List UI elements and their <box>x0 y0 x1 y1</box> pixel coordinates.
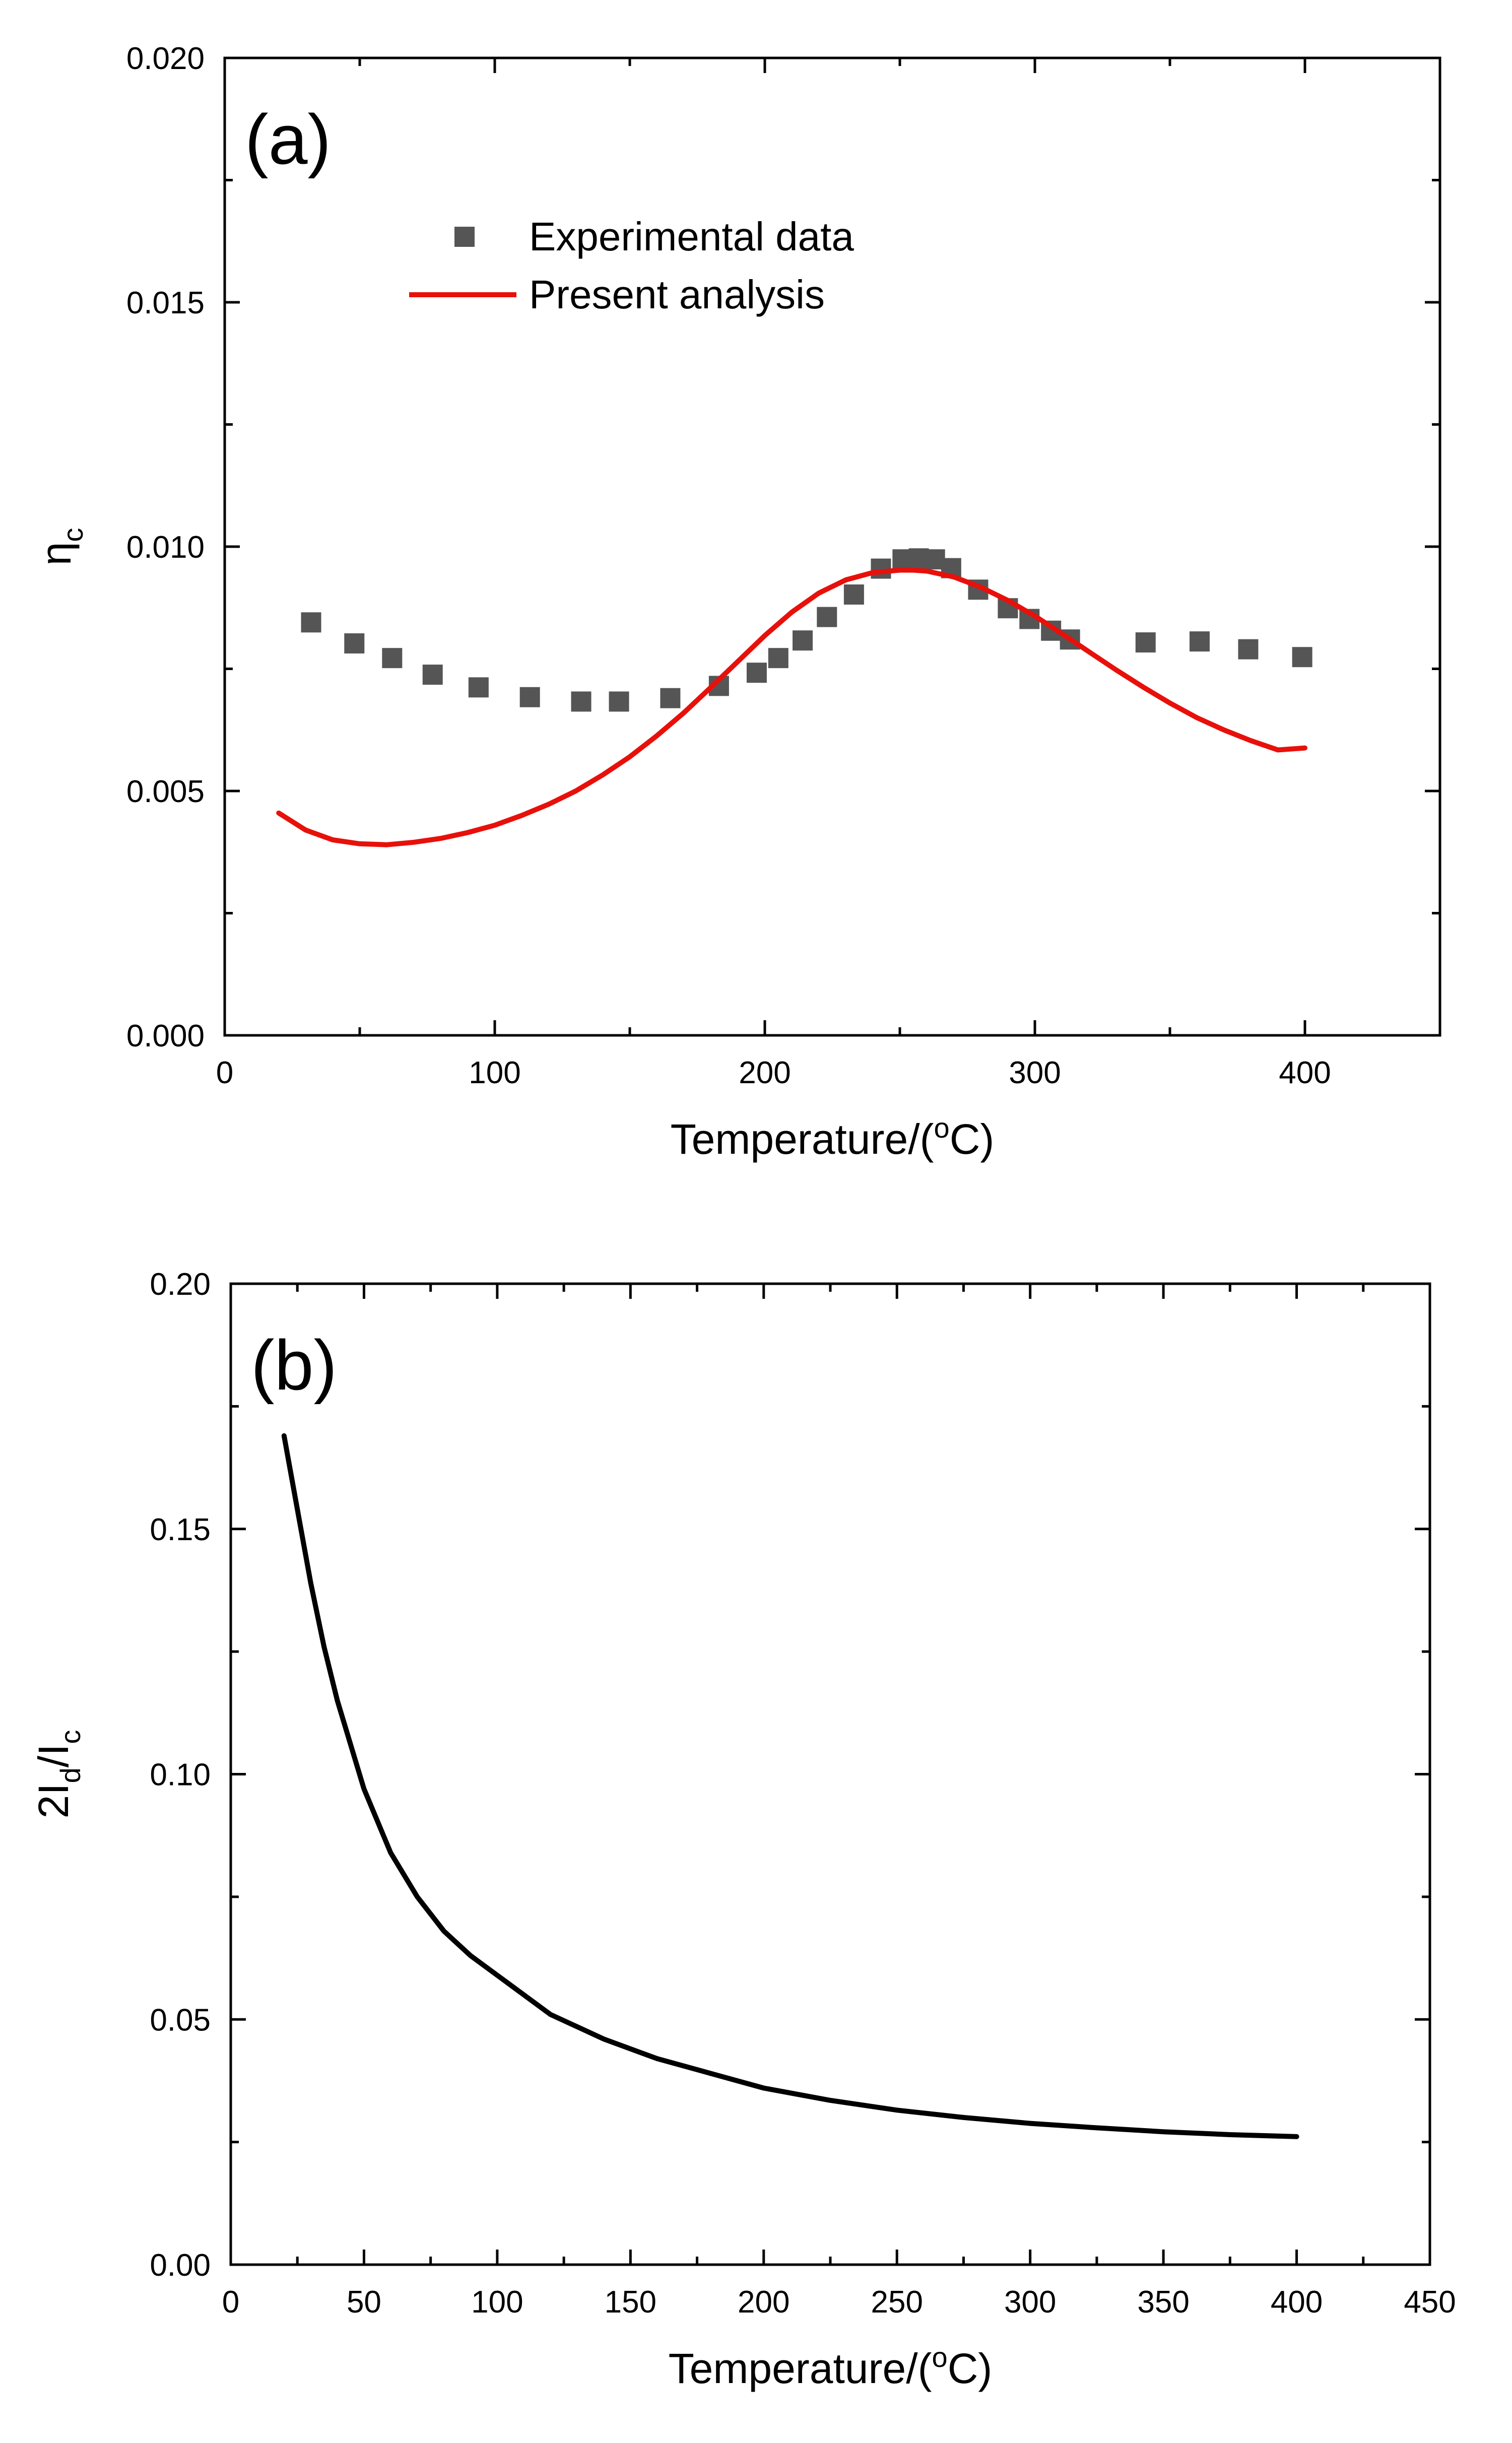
data-point <box>382 648 403 669</box>
x-axis-title-suffix: C) <box>948 2345 993 2392</box>
y-tick-label: 0.20 <box>150 1267 211 1302</box>
panel-b: 0 50 100 150 200 250 300 350 400 450 0.00 0.05 0.10 0… <box>30 1267 1456 2392</box>
y-tick-label: 0.005 <box>126 774 205 809</box>
x-tick-label: 100 <box>469 1055 520 1090</box>
x-tick-label: 350 <box>1137 2285 1189 2320</box>
series-2id-ic-line <box>281 1433 1299 2139</box>
x-tick-label: 200 <box>739 1055 791 1090</box>
data-point <box>571 691 591 712</box>
y-tick-label: 0.020 <box>126 41 205 76</box>
x-tick-label: 450 <box>1404 2285 1456 2320</box>
plot-frame <box>229 1282 1431 2266</box>
y-axis-title-subscript: c <box>57 528 89 542</box>
panel-label: (b) <box>251 1326 337 1405</box>
x-tick-label: 400 <box>1279 1055 1331 1090</box>
data-point <box>344 633 365 654</box>
legend-label-present-analysis: Present analysis <box>529 272 825 317</box>
data-point <box>793 630 813 651</box>
y-axis-title-main: η <box>32 542 80 566</box>
x-axis-title: Temperature/(oC) <box>671 1112 995 1163</box>
data-point <box>1135 632 1156 653</box>
x-tick-label: 50 <box>347 2285 381 2320</box>
x-tick-label: 200 <box>738 2285 790 2320</box>
y-axis-title: 2Id/Ic <box>30 1730 86 1819</box>
y-tick-label: 0.010 <box>126 530 205 565</box>
data-point <box>609 691 629 712</box>
y-tick-label: 0.00 <box>150 2248 211 2283</box>
x-tick-label: 100 <box>471 2285 523 2320</box>
y-axis-title-sub-a: d <box>54 1767 86 1783</box>
y-tick-label: 0.10 <box>150 1758 211 1793</box>
x-axis-title-prefix: Temperature/( <box>671 1115 934 1163</box>
data-point <box>1292 647 1312 668</box>
x-tick-label: 300 <box>1004 2285 1056 2320</box>
x-tick-label: 0 <box>216 1055 233 1090</box>
panel-a: 0 100 200 300 400 0.000 0.005 0.010 0.015 0.020 Te… <box>32 41 1441 1163</box>
panel-label: (a) <box>245 100 331 179</box>
data-point <box>1189 631 1210 652</box>
data-point <box>1238 639 1259 659</box>
legend-marker-experimental <box>454 227 475 247</box>
data-point <box>746 663 767 683</box>
data-point <box>519 687 540 707</box>
x-tick-label: 0 <box>222 2285 239 2320</box>
legend-label-experimental: Experimental data <box>529 214 854 259</box>
data-point <box>843 584 864 605</box>
legend: Experimental data Present analysis <box>409 214 854 317</box>
data-point <box>817 607 837 627</box>
y-tick-label: 0.015 <box>126 286 205 320</box>
y-axis-title-part-b: /I <box>30 1744 77 1768</box>
y-tick-label: 0.05 <box>150 2003 211 2037</box>
series-present-analysis-line <box>276 567 1307 847</box>
x-axis-title-suffix: C) <box>950 1115 995 1163</box>
y-tick-label: 0.15 <box>150 1512 211 1547</box>
data-point <box>301 612 321 633</box>
data-point <box>468 677 489 698</box>
x-axis-title: Temperature/(oC) <box>669 2341 993 2392</box>
x-tick-label: 300 <box>1009 1055 1061 1090</box>
x-tick-label: 150 <box>605 2285 656 2320</box>
y-axis-title: ηc <box>32 528 89 566</box>
y-axis-title-sub-b: c <box>54 1730 86 1744</box>
plot-frame <box>223 56 1441 1037</box>
data-point <box>871 558 891 579</box>
data-point <box>422 665 443 685</box>
x-axis-title-superscript: o <box>934 1112 950 1144</box>
x-axis-title-superscript: o <box>932 2341 948 2373</box>
x-tick-label: 250 <box>871 2285 923 2320</box>
x-tick-label: 400 <box>1271 2285 1323 2320</box>
data-point <box>660 688 681 708</box>
data-point <box>768 648 788 669</box>
x-axis-title-prefix: Temperature/( <box>669 2345 932 2392</box>
y-tick-label: 0.000 <box>126 1019 205 1053</box>
series-experimental-data <box>301 548 1312 712</box>
y-axis-title-part-a: 2I <box>30 1783 77 1818</box>
